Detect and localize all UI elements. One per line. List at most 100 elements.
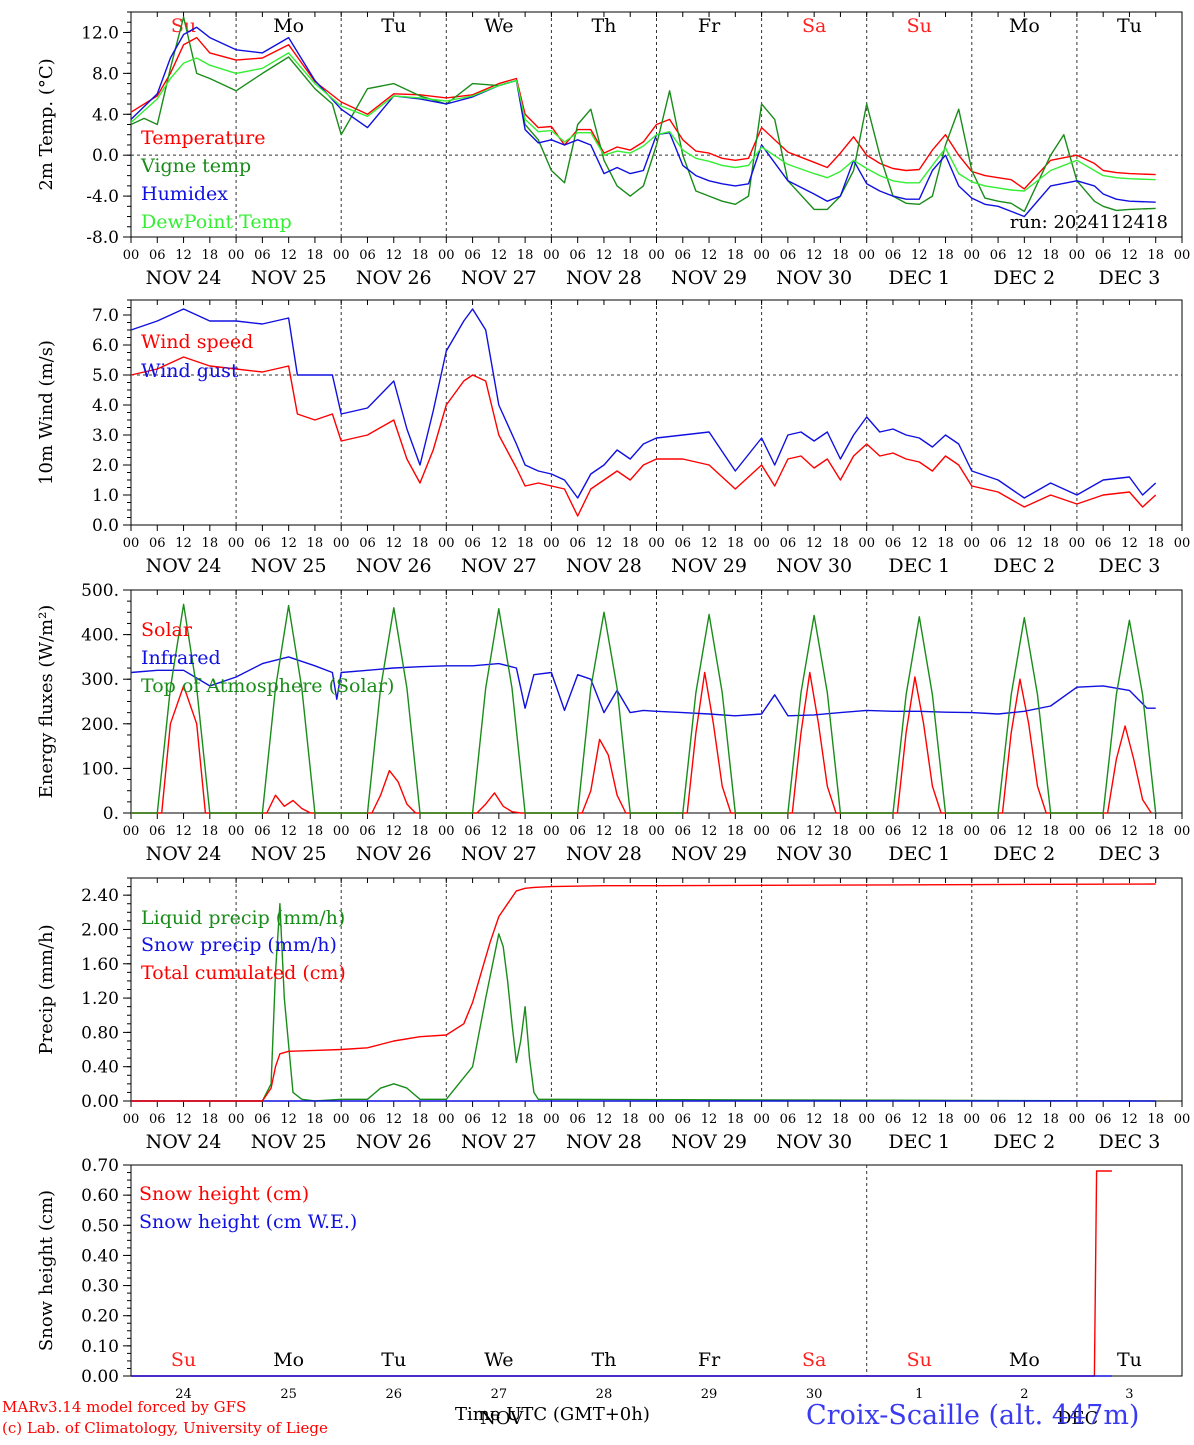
y-tick-label: 2.40	[81, 886, 119, 906]
y-tick-label: 8.0	[92, 64, 119, 84]
y-tick-label: 7.0	[92, 306, 119, 326]
day-label: DEC 3	[1099, 267, 1161, 289]
hour-tick-label: 18	[1147, 824, 1164, 839]
y-axis-title: 10m Wind (m/s)	[36, 340, 57, 485]
hour-tick-label: 00	[228, 1112, 245, 1127]
hour-tick-label: 06	[149, 824, 166, 839]
day-label: DEC 1	[888, 555, 950, 577]
weekday-label: Tu	[1117, 15, 1142, 37]
hour-tick-label: 06	[675, 1112, 692, 1127]
day-number-label: 27	[491, 1387, 508, 1402]
hour-tick-label: 06	[1095, 248, 1112, 263]
day-number-label: 30	[806, 1387, 823, 1402]
series-line-dewpoint-temp	[130, 52, 1156, 192]
run-annotation: run: 2024112418	[1010, 212, 1168, 233]
day-label: NOV 27	[461, 843, 537, 865]
hour-tick-label: 06	[675, 248, 692, 263]
legend-entry: Vigne temp	[140, 155, 251, 177]
weekday-label: Fr	[698, 1349, 721, 1371]
y-tick-label: 0.00	[81, 1092, 119, 1112]
hour-tick-label: 18	[727, 1112, 744, 1127]
hour-tick-label: 18	[1147, 1112, 1164, 1127]
hour-tick-label: 18	[1042, 1112, 1059, 1127]
day-label: NOV 29	[671, 555, 747, 577]
hour-tick-label: 18	[937, 248, 954, 263]
y-tick-label: 1.60	[81, 955, 119, 975]
y-tick-label: 2.0	[92, 456, 119, 476]
legend-entry: Snow height (cm)	[139, 1183, 309, 1205]
hour-tick-label: 18	[622, 248, 639, 263]
hour-tick-label: 06	[885, 1112, 902, 1127]
hour-tick-label: 12	[280, 536, 297, 551]
weekday-label: Mo	[1009, 15, 1040, 37]
y-axis-title: Energy fluxes (W/m²)	[36, 605, 57, 799]
hour-tick-label: 06	[149, 536, 166, 551]
y-tick-label: 1.20	[81, 989, 119, 1009]
hour-tick-label: 18	[727, 536, 744, 551]
hour-tick-label: 06	[254, 824, 271, 839]
panel-4: 0.00 0.40 0.80 1.20 1.60 2.00 2.40 Precip (mm/h…	[36, 877, 1190, 1153]
hour-tick-label: 06	[569, 248, 586, 263]
hour-tick-label: 00	[228, 248, 245, 263]
hour-tick-label: 00	[1069, 536, 1086, 551]
y-tick-label: 200.	[81, 715, 119, 735]
hour-tick-label: 12	[175, 1112, 192, 1127]
hour-tick-label: 06	[885, 536, 902, 551]
y-tick-label: -4.0	[86, 187, 119, 207]
y-axis-title: Snow height (cm)	[36, 1190, 57, 1351]
y-tick-label: 0.	[103, 804, 119, 824]
hour-tick-label: 06	[359, 248, 376, 263]
hour-tick-label: 12	[1121, 1112, 1138, 1127]
hour-tick-label: 00	[438, 248, 455, 263]
hour-tick-label: 00	[543, 536, 560, 551]
hour-tick-label: 00	[648, 1112, 665, 1127]
legend-entry: Solar	[141, 619, 193, 641]
hour-tick-label: 12	[385, 824, 402, 839]
hour-tick-label: 18	[307, 1112, 324, 1127]
hour-tick-label: 06	[990, 248, 1007, 263]
day-label: NOV 25	[251, 267, 327, 289]
panel-2: 0.0 1.0 2.0 3.0 4.0 5.0 6.0 7.0 10m Wind (m/s) 00…	[36, 299, 1190, 577]
day-label: NOV 26	[356, 1131, 432, 1153]
hour-tick-label: 12	[385, 1112, 402, 1127]
hour-tick-label: 12	[806, 1112, 823, 1127]
hour-tick-label: 00	[228, 824, 245, 839]
day-label: NOV 24	[146, 555, 222, 577]
hour-tick-label: 00	[1069, 824, 1086, 839]
hour-tick-label: 12	[491, 248, 508, 263]
day-label: NOV 26	[356, 555, 432, 577]
hour-tick-label: 00	[123, 536, 140, 551]
hour-tick-label: 00	[543, 1112, 560, 1127]
y-axis-title: 2m Temp. (°C)	[36, 58, 57, 190]
y-tick-label: 0.60	[81, 1186, 119, 1206]
day-label: NOV 25	[251, 1131, 327, 1153]
day-label: NOV 25	[251, 555, 327, 577]
hour-tick-label: 06	[359, 536, 376, 551]
hour-tick-label: 12	[280, 824, 297, 839]
hour-tick-label: 12	[1016, 1112, 1033, 1127]
y-tick-label: 4.0	[92, 396, 119, 416]
hour-tick-label: 00	[123, 824, 140, 839]
weekday-label: Th	[591, 1349, 616, 1371]
hour-tick-label: 12	[911, 1112, 928, 1127]
hour-tick-label: 18	[412, 824, 429, 839]
weekday-label: Sa	[802, 15, 826, 37]
series-line-temperature	[130, 36, 1156, 190]
lab-credit: (c) Lab. of Climatology, University of L…	[2, 1419, 328, 1437]
hour-tick-label: 18	[202, 1112, 219, 1127]
day-label: NOV 29	[671, 843, 747, 865]
weekday-label: Th	[591, 15, 616, 37]
hour-tick-label: 18	[202, 824, 219, 839]
hour-tick-label: 18	[517, 248, 534, 263]
hour-tick-label: 12	[911, 536, 928, 551]
hour-tick-label: 12	[491, 536, 508, 551]
hour-tick-label: 00	[964, 824, 981, 839]
hour-tick-label: 12	[1016, 536, 1033, 551]
panel-1: -8.0 -4.0 0.0 4.0 8.0 12.0 2m Temp. (°C) 00 06 12…	[36, 11, 1190, 289]
hour-tick-label: 00	[1069, 1112, 1086, 1127]
hour-tick-label: 12	[596, 248, 613, 263]
hour-tick-label: 12	[1121, 824, 1138, 839]
hour-tick-label: 12	[701, 536, 718, 551]
hour-tick-label: 06	[149, 1112, 166, 1127]
day-label: NOV 30	[776, 555, 852, 577]
